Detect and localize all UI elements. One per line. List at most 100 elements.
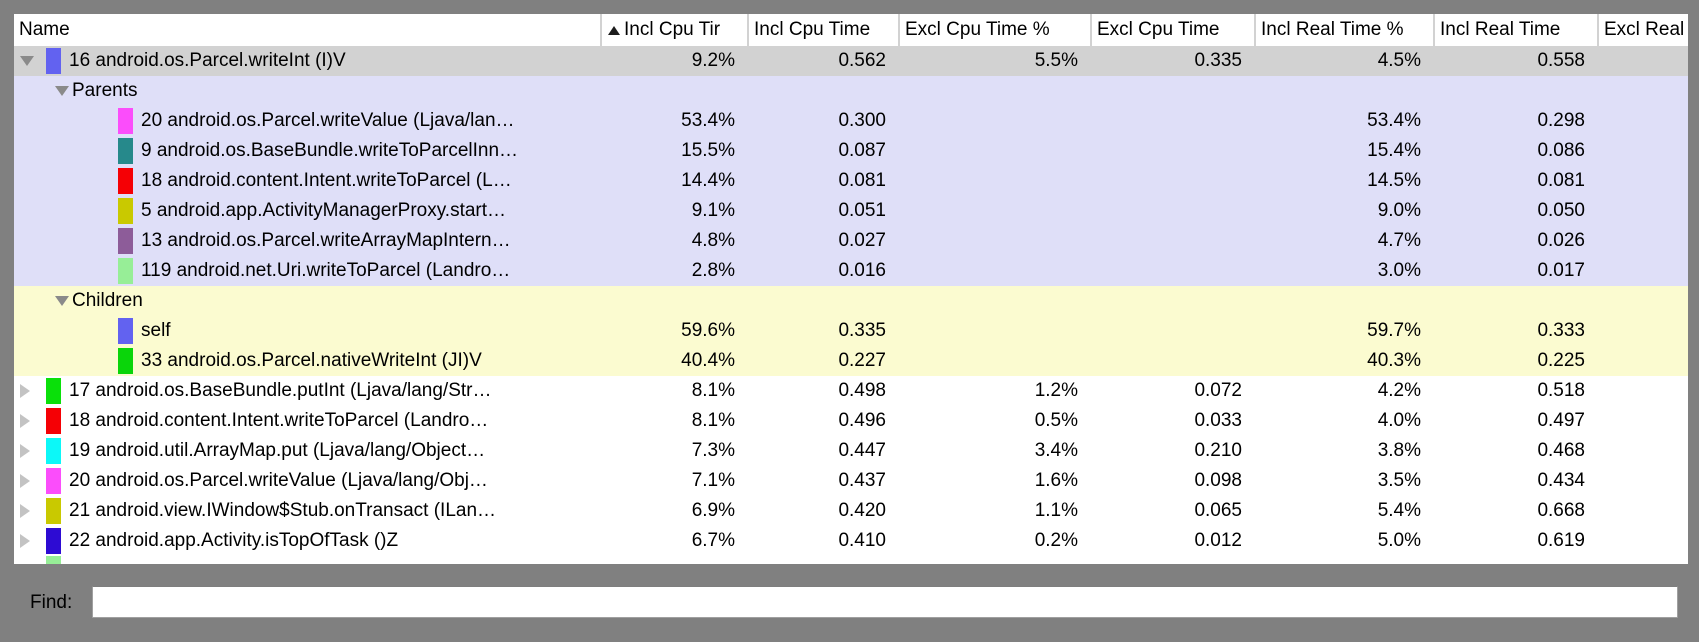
value-cell: 0.298	[1537, 110, 1585, 131]
expand-icon[interactable]	[20, 414, 30, 428]
value-cell: 0.027	[838, 230, 886, 251]
value-cell: 0.210	[1194, 440, 1242, 461]
method-name: 119 android.net.Uri.writeToParcel (Landr…	[141, 260, 511, 281]
column-header-incl-real-time[interactable]: Incl Real Time	[1433, 14, 1597, 46]
column-header-incl-cpu-time[interactable]: Incl Cpu Time	[747, 14, 898, 46]
value-cell: 0.410	[838, 530, 886, 551]
color-chip	[118, 168, 133, 194]
name-cell: 16 android.os.Parcel.writeInt (I)V	[14, 46, 600, 76]
value-cell: 59.7%	[1367, 320, 1421, 341]
value-cell: 0.017	[1537, 260, 1585, 281]
color-chip	[118, 198, 133, 224]
method-name: 13 android.os.Parcel.writeArrayMapIntern…	[141, 230, 511, 251]
value-cell: 15.4%	[1367, 140, 1421, 161]
value-cell: 53.4%	[1367, 110, 1421, 131]
column-header-name[interactable]: Name	[14, 14, 600, 46]
column-label: Incl Cpu Tir	[624, 19, 721, 40]
expand-icon[interactable]	[20, 504, 30, 518]
value-cell: 4.8%	[691, 230, 735, 251]
color-chip	[46, 528, 61, 554]
value-cell: 0.300	[838, 110, 886, 131]
table-row[interactable]: 19 android.util.ArrayMap.put (Ljava/lang…	[14, 436, 1688, 466]
table-row[interactable]	[14, 556, 1688, 564]
value-cell: 0.227	[838, 350, 886, 371]
name-cell	[14, 556, 600, 564]
value-cell: 0.518	[1537, 380, 1585, 401]
name-cell: 21 android.view.IWindow$Stub.onTransact …	[14, 496, 600, 526]
value-cell: 3.5%	[1377, 470, 1421, 491]
column-header-incl-cpu-tir[interactable]: Incl Cpu Tir	[600, 14, 747, 46]
name-cell: self	[14, 316, 600, 346]
method-name: 22 android.app.Activity.isTopOfTask ()Z	[69, 530, 399, 551]
profile-table: Name Incl Cpu Tir Incl Cpu Time Excl Cpu Ti…	[14, 14, 1688, 564]
method-name: 33 android.os.Parcel.nativeWriteInt (JI)…	[141, 350, 482, 371]
section-row-children[interactable]: Children	[14, 286, 1688, 316]
value-cell: 0.497	[1537, 410, 1585, 431]
table-row[interactable]: 16 android.os.Parcel.writeInt (I)V 9.2% 0.…	[14, 46, 1688, 76]
collapse-icon[interactable]	[20, 56, 34, 66]
value-cell: 1.1%	[1034, 500, 1078, 521]
table-row[interactable]: 22 android.app.Activity.isTopOfTask ()Z 6…	[14, 526, 1688, 556]
method-name: 18 android.content.Intent.writeToParcel …	[141, 170, 512, 191]
find-input[interactable]	[92, 586, 1678, 618]
column-label: Incl Real Time %	[1261, 19, 1404, 40]
color-chip	[46, 498, 61, 524]
expander	[20, 474, 46, 488]
table-row[interactable]: 5 android.app.ActivityManagerProxy.start…	[14, 196, 1688, 226]
color-chip	[118, 108, 133, 134]
value-cell: 3.4%	[1034, 440, 1078, 461]
name-cell: 13 android.os.Parcel.writeArrayMapIntern…	[14, 226, 600, 256]
column-header-excl-real[interactable]: Excl Real	[1597, 14, 1688, 46]
table-row[interactable]: 119 android.net.Uri.writeToParcel (Landr…	[14, 256, 1688, 286]
table-row[interactable]: 13 android.os.Parcel.writeArrayMapIntern…	[14, 226, 1688, 256]
table-row[interactable]: self 59.6% 0.335 59.7% 0.333	[14, 316, 1688, 346]
expand-icon[interactable]	[20, 474, 30, 488]
value-cell: 7.3%	[691, 440, 735, 461]
value-cell: 0.051	[838, 200, 886, 221]
method-name: 17 android.os.BaseBundle.putInt (Ljava/l…	[69, 380, 492, 401]
value-cell: 53.4%	[681, 110, 735, 131]
table-row[interactable]: 18 android.content.Intent.writeToParcel …	[14, 166, 1688, 196]
section-row-parents[interactable]: Parents	[14, 76, 1688, 106]
table-row[interactable]: 9 android.os.BaseBundle.writeToParcelInn…	[14, 136, 1688, 166]
column-header-excl-cpu-time-[interactable]: Excl Cpu Time %	[898, 14, 1090, 46]
expander	[55, 296, 72, 306]
column-label: Name	[19, 19, 70, 40]
name-cell: 22 android.app.Activity.isTopOfTask ()Z	[14, 526, 600, 556]
table-body: 16 android.os.Parcel.writeInt (I)V 9.2% 0.…	[14, 46, 1688, 564]
value-cell: 59.6%	[681, 320, 735, 341]
method-name: 18 android.content.Intent.writeToParcel …	[69, 410, 489, 431]
value-cell: 0.016	[838, 260, 886, 281]
column-header-incl-real-time-[interactable]: Incl Real Time %	[1254, 14, 1433, 46]
value-cell: 0.434	[1537, 470, 1585, 491]
value-cell: 7.1%	[691, 470, 735, 491]
collapse-icon[interactable]	[55, 86, 69, 96]
table-row[interactable]: 21 android.view.IWindow$Stub.onTransact …	[14, 496, 1688, 526]
value-cell: 0.335	[1194, 50, 1242, 71]
column-header-excl-cpu-time[interactable]: Excl Cpu Time	[1090, 14, 1254, 46]
table-row[interactable]: 20 android.os.Parcel.writeValue (Ljava/l…	[14, 106, 1688, 136]
expand-icon[interactable]	[20, 534, 30, 548]
value-cell: 0.498	[838, 380, 886, 401]
name-cell: 5 android.app.ActivityManagerProxy.start…	[14, 196, 600, 226]
table-row[interactable]: 20 android.os.Parcel.writeValue (Ljava/l…	[14, 466, 1688, 496]
table-row[interactable]: 17 android.os.BaseBundle.putInt (Ljava/l…	[14, 376, 1688, 406]
section-label: Parents	[72, 80, 138, 101]
table-row[interactable]: 18 android.content.Intent.writeToParcel …	[14, 406, 1688, 436]
value-cell: 0.468	[1537, 440, 1585, 461]
expand-icon[interactable]	[20, 384, 30, 398]
name-cell: 33 android.os.Parcel.nativeWriteInt (JI)…	[14, 346, 600, 376]
expand-icon[interactable]	[20, 444, 30, 458]
value-cell: 0.081	[838, 170, 886, 191]
method-name: 16 android.os.Parcel.writeInt (I)V	[69, 50, 346, 71]
collapse-icon[interactable]	[55, 296, 69, 306]
value-cell: 1.6%	[1034, 470, 1078, 491]
value-cell: 0.562	[838, 50, 886, 71]
column-label: Incl Real Time	[1440, 19, 1561, 40]
column-label: Excl Real	[1604, 19, 1685, 40]
value-cell: 0.437	[838, 470, 886, 491]
value-cell: 40.4%	[681, 350, 735, 371]
method-name: 19 android.util.ArrayMap.put (Ljava/lang…	[69, 440, 486, 461]
table-row[interactable]: 33 android.os.Parcel.nativeWriteInt (JI)…	[14, 346, 1688, 376]
